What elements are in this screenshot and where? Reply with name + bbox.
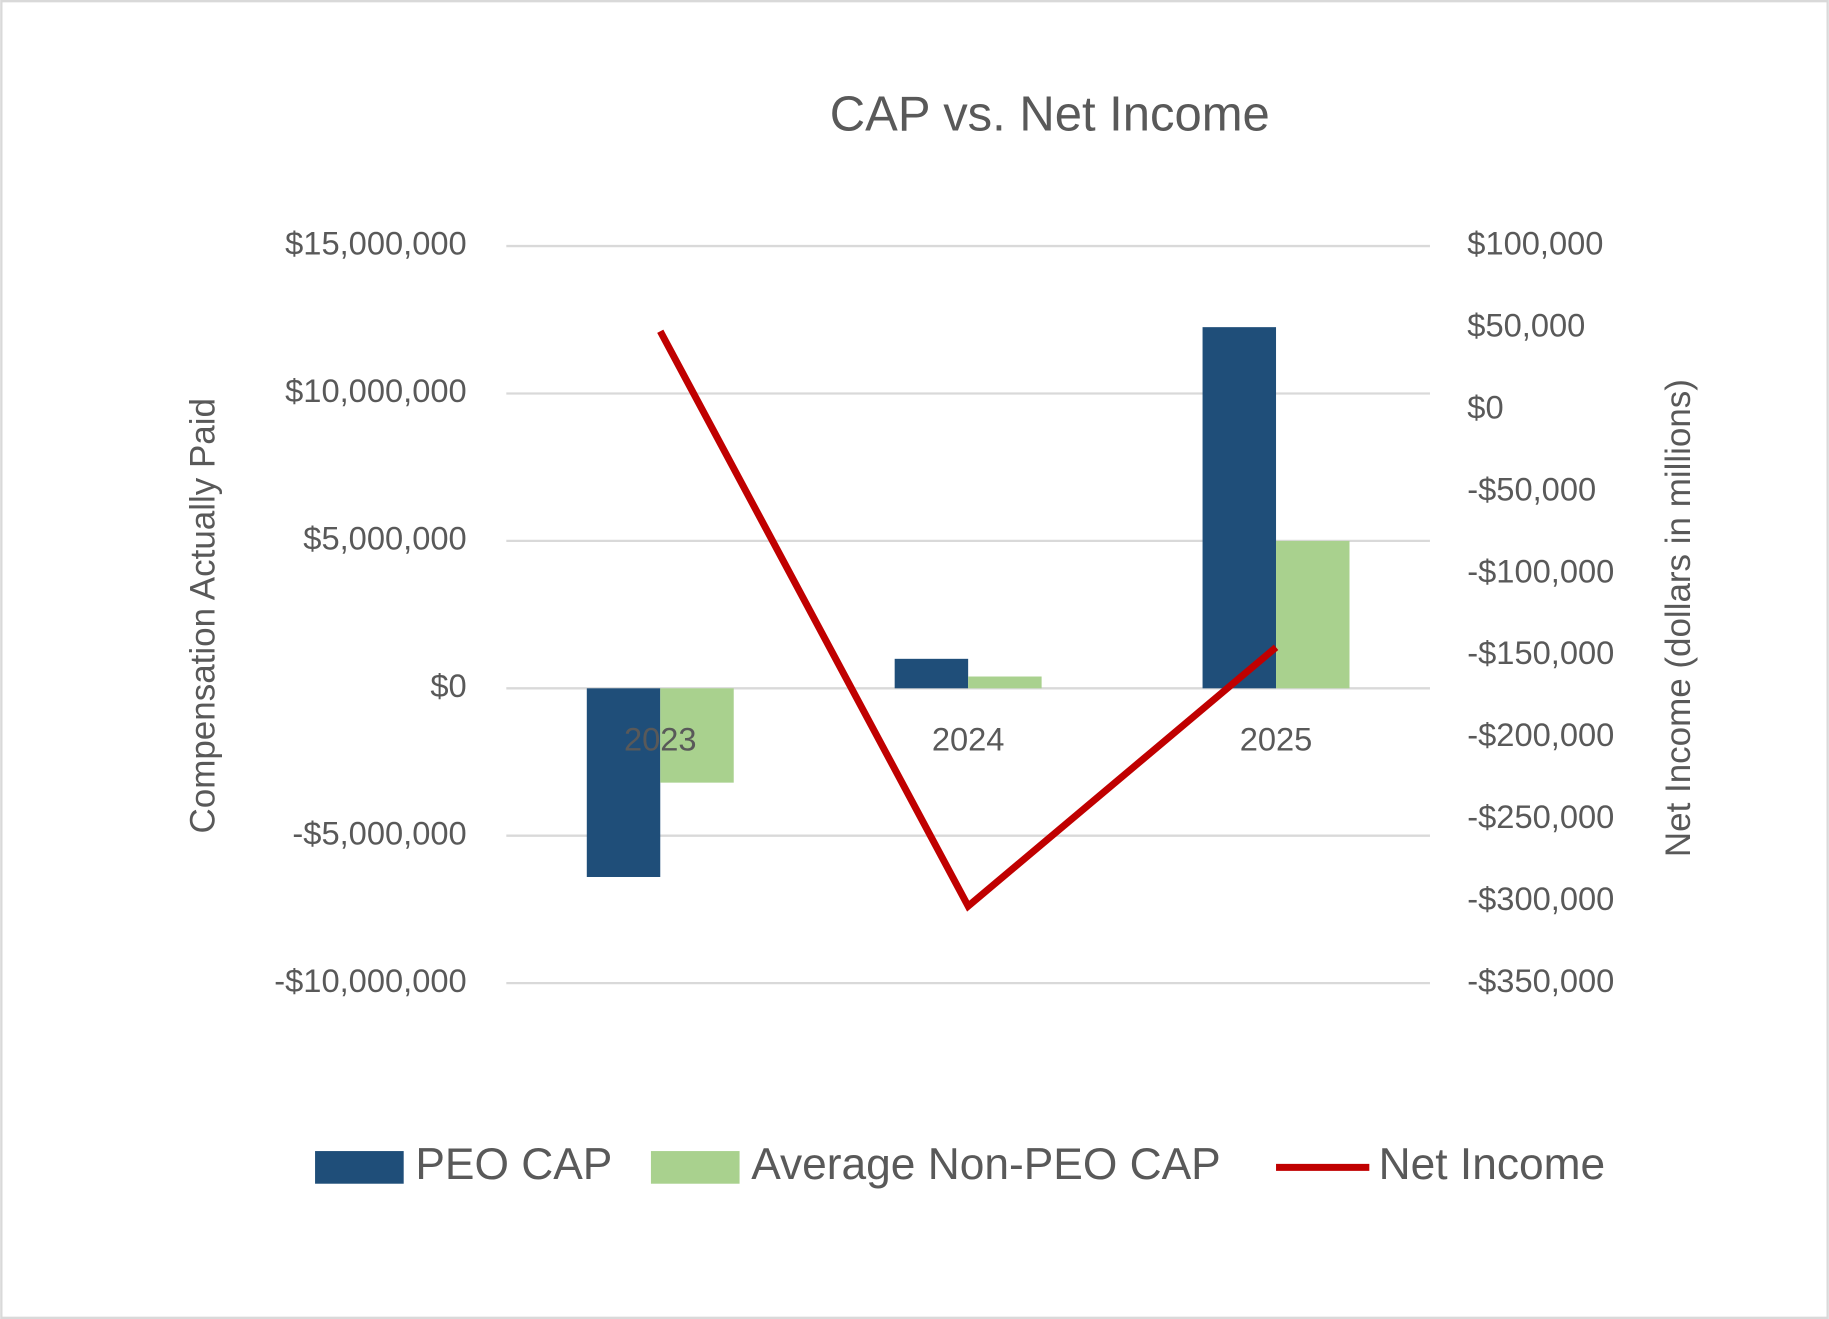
y2-tick-label: -$300,000 xyxy=(1467,880,1614,917)
legend-label: Average Non-PEO CAP xyxy=(751,1140,1220,1189)
y2-tick-label: $0 xyxy=(1467,388,1503,425)
y2-tick-label: $100,000 xyxy=(1467,225,1603,262)
line xyxy=(657,329,1279,912)
y-tick-label: $15,000,000 xyxy=(285,225,467,262)
y2-axis-title: Net Income (dollars in millions) xyxy=(1659,379,1698,857)
y2-tick-label: -$100,000 xyxy=(1467,552,1614,589)
legend-swatch xyxy=(315,1151,404,1184)
y-tick-label: $0 xyxy=(430,667,466,704)
y-tick-label: -$10,000,000 xyxy=(274,962,466,999)
legend-label: PEO CAP xyxy=(415,1140,612,1189)
y-tick-label: $5,000,000 xyxy=(303,520,466,557)
x-tick-label: 2025 xyxy=(1240,721,1313,758)
y2-tick-label: -$50,000 xyxy=(1467,470,1596,507)
y2-tick-label: -$350,000 xyxy=(1467,962,1614,999)
bar xyxy=(586,688,661,877)
y2-tick-label: -$200,000 xyxy=(1467,716,1614,753)
bar xyxy=(1276,540,1350,689)
y2-tick-label: -$250,000 xyxy=(1467,798,1614,835)
x-tick-label: 2023 xyxy=(624,721,697,758)
y-tick-label: $10,000,000 xyxy=(285,372,467,409)
bar xyxy=(660,688,734,783)
y-tick-label: -$5,000,000 xyxy=(292,814,466,851)
y2-tick-label: $50,000 xyxy=(1467,307,1585,344)
y2-tick-label: -$150,000 xyxy=(1467,634,1614,671)
x-tick-label: 2024 xyxy=(932,721,1005,758)
legend-label: Net Income xyxy=(1379,1140,1606,1189)
bar xyxy=(894,658,969,689)
bar xyxy=(968,676,1042,689)
chart-title: CAP vs. Net Income xyxy=(830,88,1270,142)
legend-swatch xyxy=(650,1151,740,1184)
bar xyxy=(1202,327,1277,689)
y-axis-title: Compensation Actually Paid xyxy=(184,398,223,833)
